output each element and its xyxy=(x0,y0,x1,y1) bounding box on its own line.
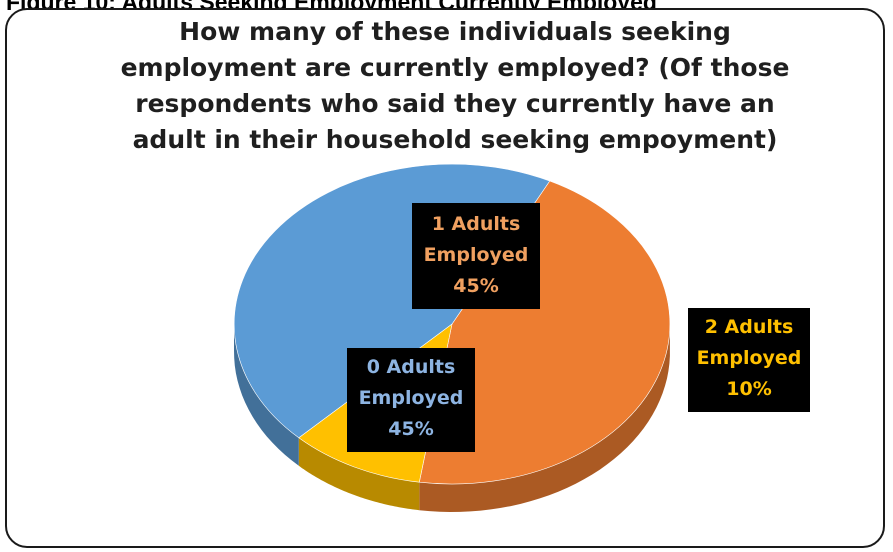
pie-side-2-adults xyxy=(298,437,420,511)
chart-title: How many of these individuals seeking em… xyxy=(120,17,790,154)
slice-label-2-line2: Employed xyxy=(696,347,802,369)
pie-side-1-adults xyxy=(419,328,670,512)
slice-label-0-value: 45% xyxy=(388,418,434,440)
slice-label-1-line1: 1 Adults xyxy=(431,213,521,235)
slice-label-0-adults: 0 Adults Employed 45% xyxy=(347,348,475,452)
slice-label-1-value: 45% xyxy=(453,275,499,297)
slice-label-0-line2: Employed xyxy=(358,387,464,409)
pie-side-0-adults xyxy=(234,322,299,466)
pie-3d-sides xyxy=(234,322,670,512)
slice-label-1-line2: Employed xyxy=(423,244,529,266)
slice-label-2-adults: 2 Adults Employed 10% xyxy=(688,308,810,412)
slice-label-2-value: 10% xyxy=(726,378,772,400)
slice-label-1-adults: 1 Adults Employed 45% xyxy=(412,203,540,309)
slice-label-2-line1: 2 Adults xyxy=(704,316,794,338)
slice-label-0-line1: 0 Adults xyxy=(366,356,456,378)
pie-slice-1-adults xyxy=(418,180,671,485)
